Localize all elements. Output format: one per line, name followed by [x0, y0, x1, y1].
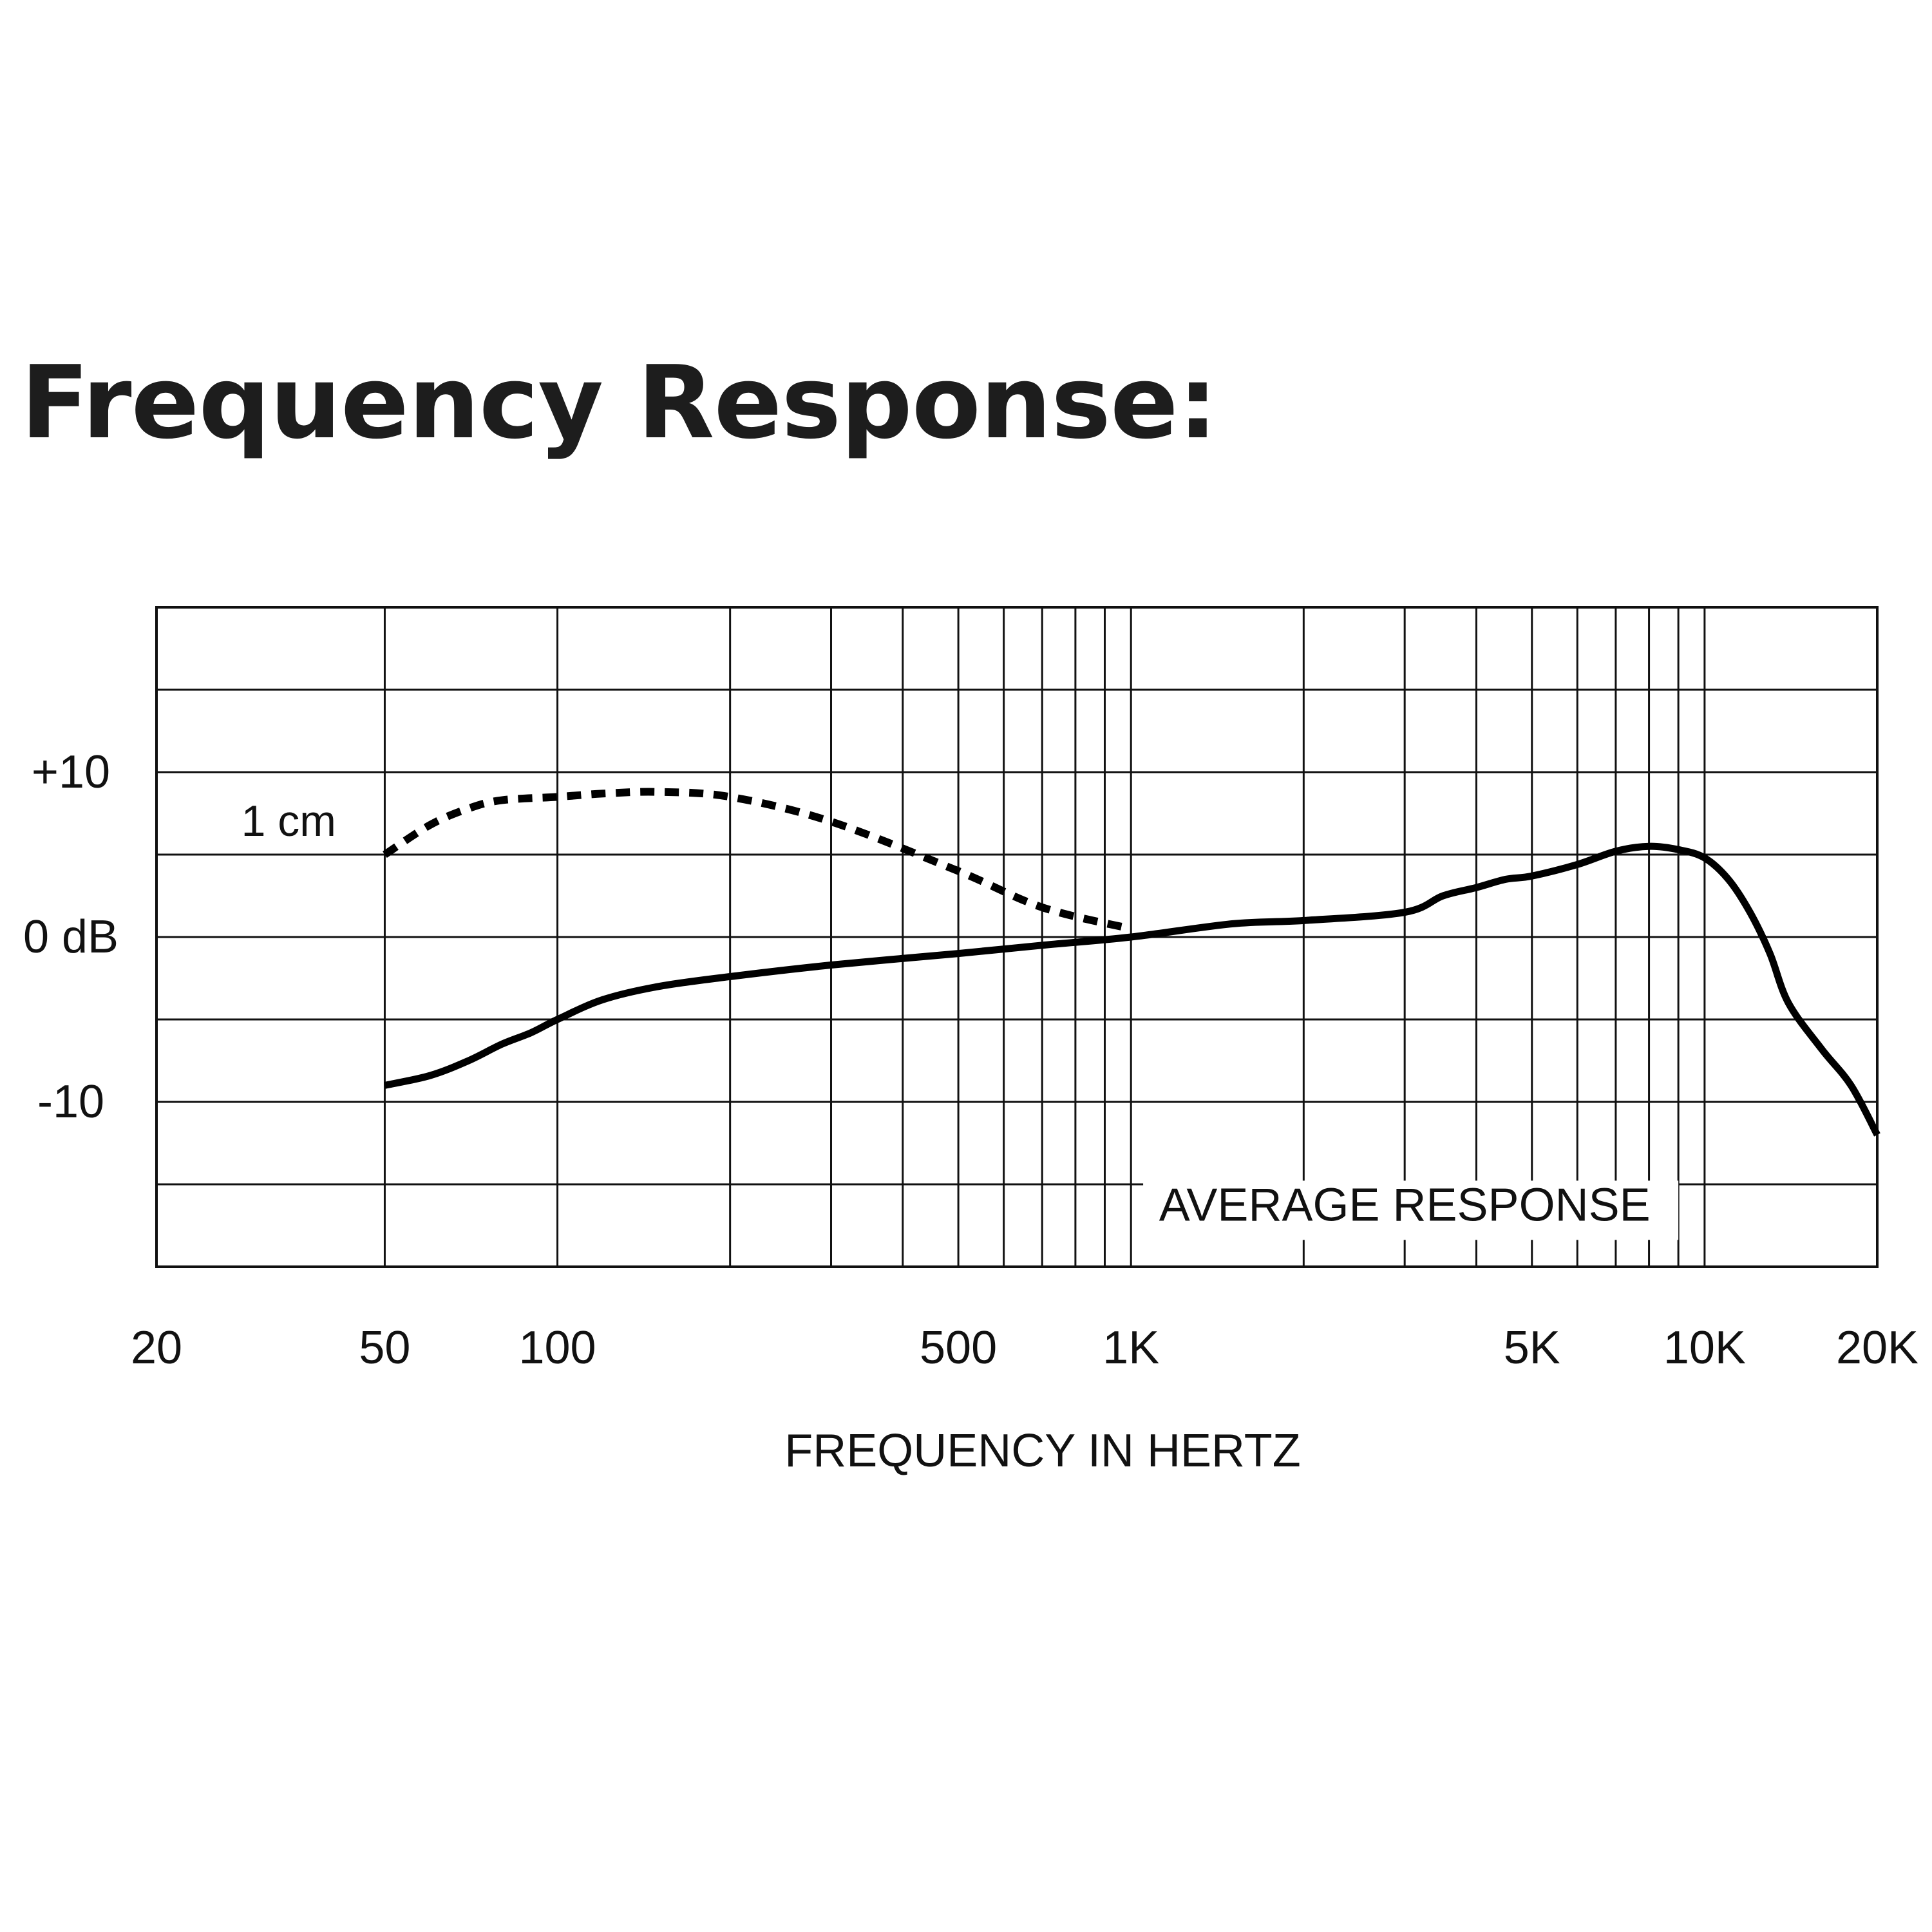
y-tick-label: 0 dB [23, 911, 118, 963]
series-1cm-line [383, 788, 1132, 933]
series-average-line [384, 842, 1880, 1137]
page-title: Frequency Response: [21, 344, 1218, 461]
x-axis-title: FREQUENCY IN HERTZ [784, 1425, 1300, 1477]
x-tick-label: 10K [1663, 1322, 1746, 1374]
x-tick-label: 50 [359, 1322, 410, 1374]
annotation-average-response: AVERAGE RESPONSE [1159, 1179, 1651, 1231]
x-tick-label: 20 [131, 1322, 182, 1374]
x-tick-label: 1K [1103, 1322, 1159, 1374]
axis-labels: 20 50 100 500 1K 5K 10K 20K +10 0 dB -10 [23, 746, 1918, 1374]
y-tick-label: +10 [32, 746, 110, 798]
series-group [383, 788, 1880, 1137]
y-tick-label: -10 [37, 1076, 104, 1128]
x-tick-label: 5K [1504, 1322, 1560, 1374]
x-tick-label: 20K [1836, 1322, 1918, 1374]
chart-grid [155, 606, 1879, 1268]
series-label-1cm: 1 cm [242, 797, 336, 846]
annotation-group: AVERAGE RESPONSE [1143, 1179, 1679, 1240]
annotation-background [1143, 1180, 1679, 1240]
plot-frame [155, 606, 1879, 1268]
x-tick-label: 500 [920, 1322, 997, 1374]
x-tick-label: 100 [518, 1322, 596, 1374]
